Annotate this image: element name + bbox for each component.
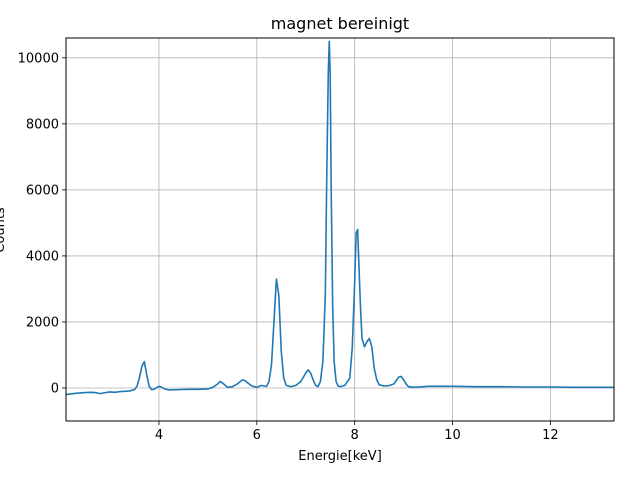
x-tick-label: 6 — [253, 428, 261, 443]
y-axis-label: Counts — [0, 207, 8, 253]
x-tick-label: 12 — [542, 428, 559, 443]
chart-title: magnet bereinigt — [271, 14, 409, 33]
y-tick-label: 10000 — [18, 51, 59, 66]
x-tick-label: 4 — [155, 428, 163, 443]
y-tick-label: 0 — [51, 381, 59, 396]
y-ticks: 0 2000 4000 6000 8000 10000 — [18, 51, 66, 396]
grid-lines — [66, 38, 614, 421]
y-tick-label: 4000 — [26, 249, 59, 264]
y-tick-label: 8000 — [26, 117, 59, 132]
x-ticks: 4 6 8 10 12 — [155, 421, 559, 443]
y-tick-label: 6000 — [26, 183, 59, 198]
series-line — [65, 40, 614, 396]
plot-area-frame — [65, 37, 615, 422]
x-axis-label: Energie[keV] — [298, 449, 382, 464]
x-tick-label: 10 — [444, 428, 461, 443]
y-tick-label: 2000 — [26, 315, 59, 330]
x-tick-label: 8 — [351, 428, 359, 443]
series-line-group — [65, 40, 614, 396]
